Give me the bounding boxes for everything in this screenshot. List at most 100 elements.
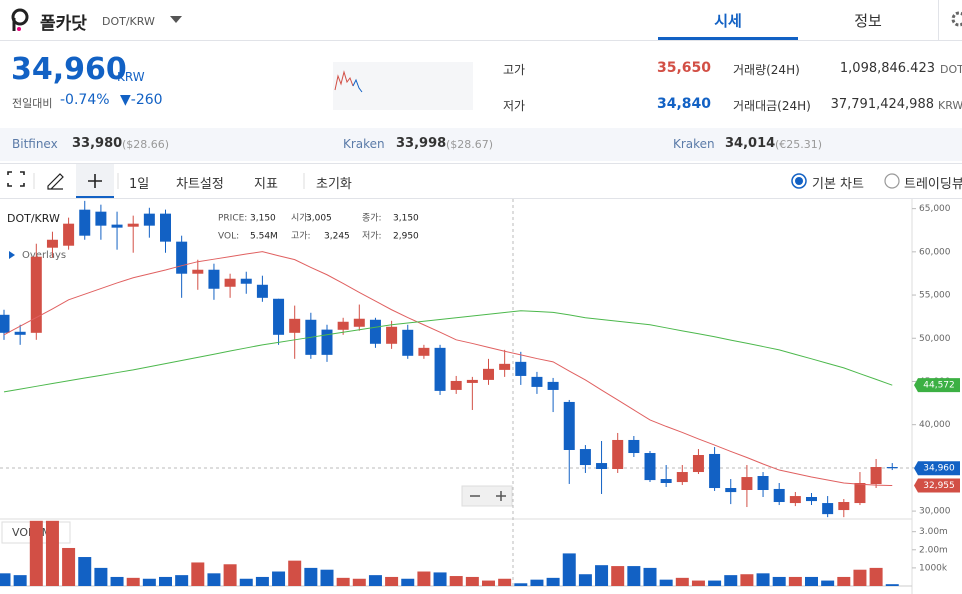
overlays-label[interactable]: Overlays (22, 250, 66, 261)
candle-body (579, 449, 591, 466)
info-label: PRICE: (218, 214, 247, 224)
exchange-ref: (€25.31) (775, 138, 823, 151)
price-marker-label: 34,960 (923, 464, 955, 474)
tab-underline (658, 37, 798, 40)
indicators-button[interactable]: 지표 (254, 177, 278, 192)
candle-body (854, 483, 866, 504)
volume-bar (643, 567, 657, 586)
candle-body (386, 326, 398, 344)
change-rate: -0.74% (60, 92, 110, 108)
y-tick-label: 40,000 (919, 420, 951, 430)
stat-value: 37,791,424,988 (830, 97, 934, 112)
stat-value: 1,098,846.423 (839, 61, 935, 76)
stat-value: 34,840 (656, 96, 711, 112)
chart-option[interactable]: 트레이딩뷰 (904, 177, 962, 192)
volume-bar (772, 576, 786, 586)
exchange-name: Kraken (673, 137, 715, 151)
candle-body (434, 347, 446, 391)
settings-button[interactable]: 차트설정 (176, 177, 224, 192)
stat-label: 저가 (503, 99, 526, 113)
volume-bar (708, 580, 722, 586)
volume-bar (191, 562, 205, 586)
y-tick-label: 3.00m (919, 527, 948, 537)
change-amount: ▼-260 (120, 92, 163, 108)
volume-bar (304, 567, 318, 586)
price-marker-label: 44,572 (923, 381, 955, 391)
stat-unit: DOT (940, 63, 962, 76)
volume-bar (175, 575, 189, 586)
candle-body (289, 318, 301, 333)
candle-body (450, 380, 462, 390)
volume-bar (627, 566, 641, 586)
candle-body (63, 223, 75, 246)
candle-body (369, 319, 381, 344)
exchange-ref: ($28.67) (446, 138, 494, 151)
period-button[interactable]: 1일 (129, 177, 150, 192)
volume-bar (142, 578, 156, 586)
price-marker (914, 378, 960, 393)
volume-bar (433, 572, 447, 586)
volume-bar (126, 577, 140, 586)
info-label: VOL: (218, 232, 239, 242)
candle-body (30, 256, 42, 333)
divider (0, 163, 962, 164)
divider (0, 198, 962, 199)
candle-body (515, 361, 527, 376)
info-value: 3,245 (324, 232, 350, 242)
volume-bar (740, 574, 754, 586)
current-price: 34,960 (11, 52, 127, 87)
tab[interactable]: 시세 (714, 12, 742, 30)
change-label: 전일대비 (12, 97, 53, 110)
volume-bar (272, 571, 286, 586)
volume-bar (13, 575, 27, 586)
chart-option[interactable]: 기본 차트 (812, 177, 864, 192)
exchange-price: 33,980 (72, 136, 123, 151)
volume-bar (0, 573, 11, 586)
exchange-price: 33,998 (396, 136, 447, 151)
candle-body (660, 479, 672, 484)
candle-body (789, 496, 801, 504)
candle-body (838, 502, 850, 511)
volume-bar (368, 575, 382, 586)
volume-bar (29, 520, 43, 586)
dropdown-icon[interactable] (170, 16, 182, 24)
candle-body (806, 497, 817, 502)
candle-body (321, 329, 333, 355)
stat-label: 거래대금(24H) (733, 99, 811, 113)
candle-body (111, 224, 123, 228)
candle-body (692, 455, 704, 473)
candle-body (176, 241, 188, 274)
price-marker (914, 478, 960, 493)
candle-body (224, 278, 236, 287)
volume-bar (611, 566, 625, 586)
y-tick-label: 55,000 (919, 291, 951, 301)
exchange-row (0, 128, 962, 161)
info-value: 3,150 (250, 214, 276, 224)
volume-bar (514, 583, 528, 586)
candle-body (79, 209, 91, 236)
volume-bar (837, 576, 851, 586)
volume-bar (94, 567, 108, 586)
exchange-price: 34,014 (725, 136, 776, 151)
stat-label: 고가 (503, 63, 526, 77)
candle-body (741, 477, 753, 491)
tab[interactable]: 정보 (854, 12, 882, 30)
candle-body (531, 376, 543, 387)
volume-bar (885, 584, 899, 586)
settings-icon[interactable] (950, 10, 962, 28)
candle-body (483, 368, 494, 380)
volume-bar (724, 575, 738, 586)
volume-bar (110, 576, 124, 586)
volume-bar (320, 569, 334, 586)
info-label: 고가: (291, 231, 311, 242)
exchange-name: Bitfinex (12, 137, 58, 151)
volume-bar (288, 560, 302, 586)
chart-title: DOT/KRW (7, 212, 60, 225)
volume-bar (756, 573, 770, 586)
candle-body (143, 213, 155, 226)
reset-button[interactable]: 초기화 (316, 177, 352, 192)
sparkline (333, 62, 473, 110)
candle-body (547, 381, 559, 390)
candle-body (886, 467, 898, 469)
